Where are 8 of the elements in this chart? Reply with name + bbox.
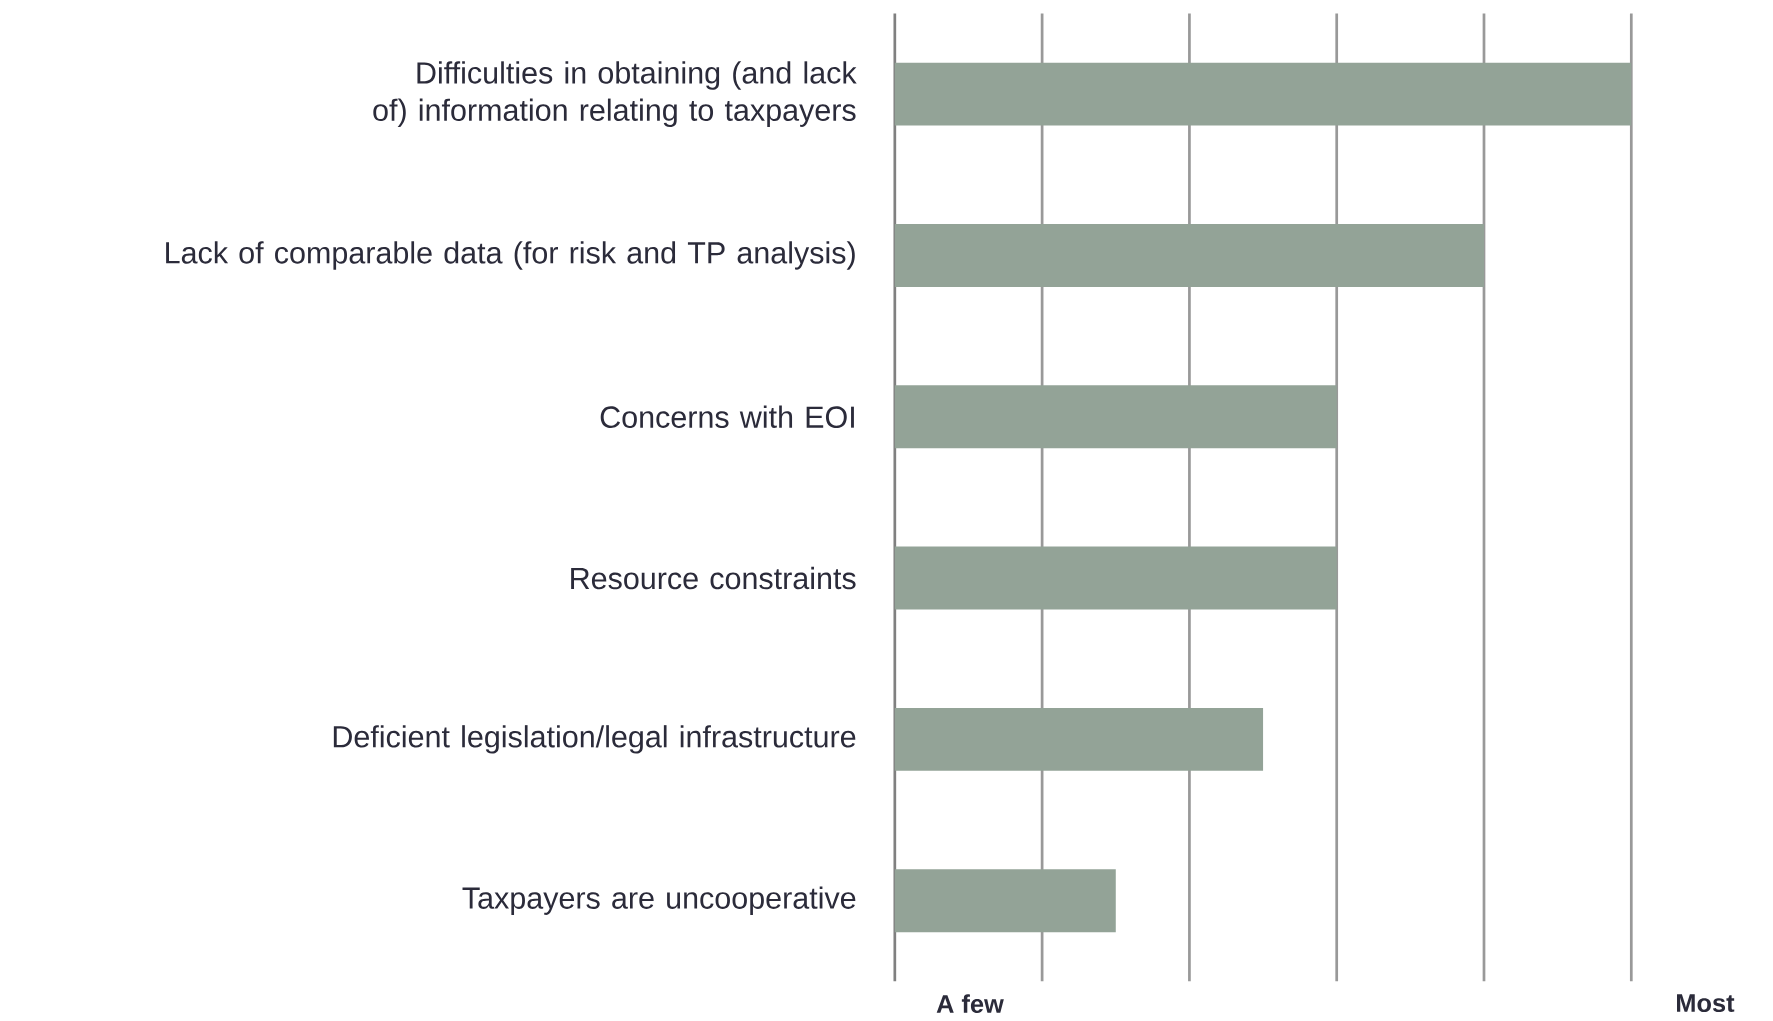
y-tick-label: Difficulties in obtaining (and lack of) information relating to taxpayers <box>373 61 857 127</box>
y-tick-label: Concerns with EOI <box>600 405 854 428</box>
y-tick-label: Resource constraints <box>571 566 856 590</box>
y-tick-label: Deficient legislation/legal infrastructure <box>333 724 856 754</box>
y-tick-label: Lack of comparable data (for risk and TP analysis) <box>166 241 855 270</box>
y-tick-label: Taxpayers are uncooperative <box>462 886 856 915</box>
text: A few <box>936 994 1004 1013</box>
text: Most <box>1677 994 1735 1012</box>
